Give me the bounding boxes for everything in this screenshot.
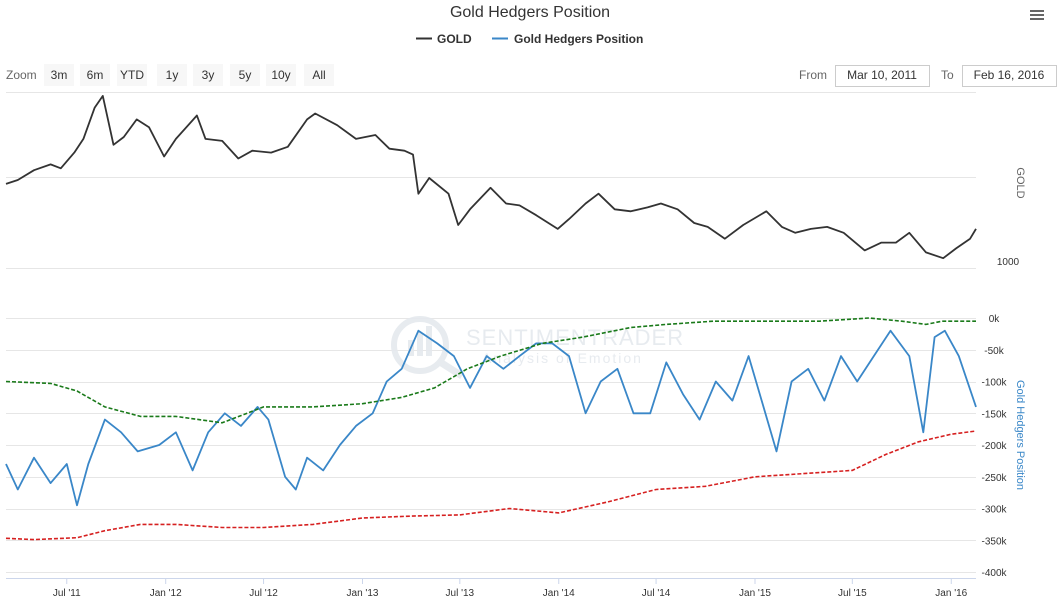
hedgers-tick-label: -100k (981, 378, 1007, 389)
hedgers-tick-label: 0k (989, 314, 1001, 325)
chart-title: Gold Hedgers Position (450, 4, 610, 21)
zoom-button-label: 6m (87, 68, 104, 82)
hedgers-lower-band-line[interactable] (5, 430, 977, 541)
zoom-button-all[interactable]: All (304, 64, 334, 86)
gold-tick-label: 1000 (997, 257, 1020, 268)
x-tick-label: Jan '12 (150, 588, 182, 599)
zoom-button-label: YTD (120, 68, 144, 82)
gold-y-axis: 1000 (997, 257, 1020, 268)
hamburger-menu-icon[interactable] (1024, 4, 1050, 26)
hedgers-upper-band-line[interactable] (5, 317, 976, 424)
sentimentrader-logo-icon (391, 316, 464, 379)
hedgers-tick-label: -250k (981, 473, 1007, 484)
legend: GOLD Gold Hedgers Position (416, 32, 643, 46)
watermark-subtitle: Analysis of Emotion (482, 350, 643, 366)
from-label: From (799, 68, 827, 82)
from-date-value: Mar 10, 2011 (847, 68, 917, 82)
to-label: To (941, 68, 954, 82)
zoom-button-ytd[interactable]: YTD (117, 64, 147, 86)
x-axis: Jul '11 Jan '12 Jul '12 Jan '13 Jul '13 Jan '… (6, 578, 976, 599)
zoom-button-5y[interactable]: 5y (230, 64, 260, 86)
hedgers-tick-label: -200k (981, 441, 1007, 452)
to-date-input[interactable]: Feb 16, 2016 (962, 65, 1057, 87)
legend-label-gold: GOLD (437, 32, 472, 46)
x-tick-label: Jan '13 (347, 588, 379, 599)
zoom-button-3y[interactable]: 3y (193, 64, 223, 86)
zoom-label: Zoom (6, 68, 37, 82)
hedgers-tick-label: -400k (981, 568, 1007, 579)
x-tick-label: Jul '11 (53, 588, 81, 599)
hedgers-y-axis: 0k -50k -100k -150k -200k -250k -300k -350k -400… (981, 314, 1007, 579)
gold-axis-title: GOLD (1014, 167, 1026, 198)
zoom-button-label: 3m (51, 68, 68, 82)
x-tick-label: Jul '12 (249, 588, 278, 599)
zoom-button-group: 3m 6m YTD 1y 3y 5y 10y All (44, 64, 334, 86)
zoom-button-label: 1y (166, 68, 179, 82)
legend-item-hedgers[interactable]: Gold Hedgers Position (492, 32, 643, 46)
hedgers-axis-title: Gold Hedgers Position (1014, 380, 1026, 490)
watermark-title: SENTIMENTRADER (466, 325, 684, 350)
zoom-button-label: 10y (271, 68, 290, 82)
x-tick-label: Jan '15 (739, 588, 771, 599)
legend-item-gold[interactable]: GOLD (416, 32, 472, 46)
x-tick-label: Jul '14 (642, 588, 671, 599)
legend-label-hedgers: Gold Hedgers Position (514, 32, 643, 46)
x-tick-label: Jan '14 (543, 588, 575, 599)
to-date-value: Feb 16, 2016 (974, 68, 1045, 82)
zoom-button-3m[interactable]: 3m (44, 64, 74, 86)
zoom-button-label: All (312, 68, 325, 82)
watermark: SENTIMENTRADER Analysis of Emotion (391, 316, 684, 379)
zoom-button-label: 5y (239, 68, 252, 82)
zoom-button-6m[interactable]: 6m (80, 64, 110, 86)
x-tick-label: Jul '15 (838, 588, 867, 599)
hedgers-tick-label: -150k (981, 409, 1007, 420)
gold-series-line[interactable] (5, 95, 977, 260)
hedgers-tick-label: -300k (981, 505, 1007, 516)
series-layer (5, 95, 977, 541)
hedgers-tick-label: -50k (984, 346, 1004, 357)
x-tick-label: Jul '13 (446, 588, 475, 599)
zoom-button-10y[interactable]: 10y (266, 64, 296, 86)
hedgers-tick-label: -350k (981, 536, 1007, 547)
x-tick-label: Jan '16 (935, 588, 967, 599)
zoom-button-label: 3y (202, 68, 215, 82)
zoom-button-1y[interactable]: 1y (157, 64, 187, 86)
from-date-input[interactable]: Mar 10, 2011 (835, 65, 930, 87)
hedgers-series-line[interactable] (5, 329, 977, 507)
